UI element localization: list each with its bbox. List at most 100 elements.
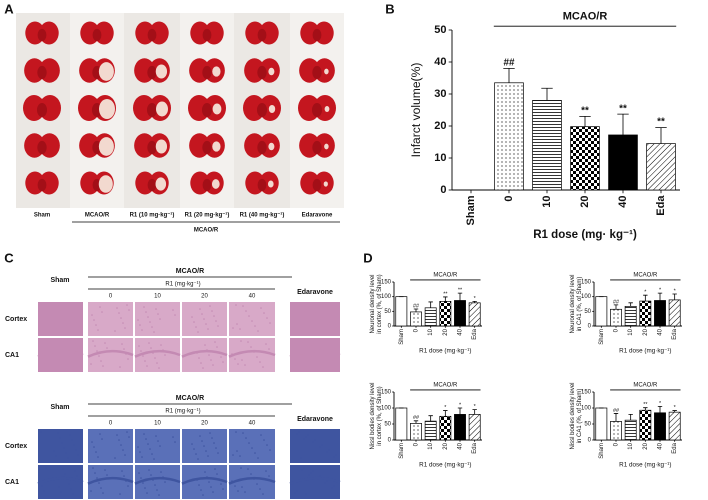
- infarct: [212, 103, 222, 115]
- significance: **: [443, 291, 448, 297]
- infarct: [99, 99, 115, 119]
- cell: [122, 322, 124, 324]
- cell: [138, 345, 140, 347]
- cell: [198, 357, 200, 359]
- cell: [153, 458, 155, 460]
- ca1-band: [289, 349, 341, 358]
- infarct: [268, 105, 276, 113]
- significance: ##: [504, 58, 515, 69]
- error-bar: [413, 420, 419, 424]
- significance: **: [581, 106, 589, 117]
- cell: [204, 344, 206, 346]
- column-header: Edaravone: [297, 289, 333, 296]
- y-axis-label: Nissl bodies density level: [570, 382, 576, 449]
- cell: [95, 451, 97, 453]
- cell: [265, 343, 267, 345]
- ca1-band: [228, 349, 276, 358]
- significance: *: [459, 402, 462, 408]
- cell: [102, 492, 104, 494]
- row-label: CA1: [5, 352, 19, 359]
- cell: [120, 444, 122, 446]
- cell: [93, 446, 95, 448]
- cell: [333, 358, 335, 360]
- infarct: [324, 106, 330, 112]
- cell: [74, 470, 76, 472]
- cell: [97, 456, 99, 458]
- cell: [239, 455, 241, 457]
- cell: [326, 480, 328, 482]
- bar: [439, 415, 452, 441]
- dose-value: 20: [201, 421, 208, 427]
- cell: [234, 485, 236, 487]
- cell: [140, 477, 142, 479]
- cell: [63, 447, 65, 449]
- significance: *: [474, 296, 477, 302]
- cell: [300, 330, 302, 332]
- cell: [212, 491, 214, 493]
- x-tick-label: 40: [658, 442, 664, 449]
- brain-core: [202, 178, 212, 192]
- cell: [262, 493, 264, 495]
- cell: [242, 432, 244, 434]
- micrograph: [38, 429, 83, 463]
- cell: [43, 490, 45, 492]
- cell: [210, 486, 212, 488]
- cell: [140, 350, 142, 352]
- cell: [74, 343, 76, 345]
- y-axis-label: in cortex (%, of Sham): [377, 274, 383, 333]
- y-tick-label: 100: [581, 406, 592, 412]
- cell: [138, 472, 140, 474]
- brain-core: [202, 103, 212, 117]
- error-bar: [413, 308, 419, 312]
- cell: [335, 327, 337, 329]
- brain-core: [257, 140, 267, 155]
- cell: [119, 493, 121, 495]
- cell: [64, 473, 66, 475]
- cell: [97, 329, 99, 331]
- ca1-band: [37, 349, 84, 358]
- brain-core: [202, 65, 212, 80]
- cell: [312, 470, 314, 472]
- y-tick-label: 100: [381, 406, 392, 412]
- significance: **: [643, 402, 648, 408]
- cell: [197, 331, 199, 333]
- cell: [319, 348, 321, 350]
- cell: [99, 433, 101, 435]
- cell: [294, 492, 296, 494]
- cell: [203, 318, 205, 320]
- group-label: MCAO/R: [433, 382, 458, 388]
- cell: [241, 486, 243, 488]
- cell: [263, 312, 265, 314]
- error-bar: [541, 87, 553, 101]
- cell: [160, 471, 162, 473]
- cell: [248, 315, 250, 317]
- cell: [65, 325, 67, 327]
- cell: [197, 458, 199, 460]
- column-header: Sham: [50, 277, 69, 284]
- cell: [303, 438, 305, 440]
- bar: [608, 134, 638, 191]
- significance: *: [674, 288, 677, 294]
- cell: [331, 360, 333, 362]
- micrograph: [290, 429, 340, 463]
- cell: [118, 312, 120, 314]
- brain-core: [147, 178, 157, 192]
- cell: [155, 435, 157, 437]
- cell: [92, 340, 94, 342]
- y-tick-label: 0: [388, 438, 392, 444]
- x-axis-label: R1 dose (mg·kg⁻¹): [619, 347, 671, 354]
- x-axis-label: R1 dose (mg· kg⁻¹): [533, 229, 637, 241]
- cell: [215, 320, 217, 322]
- cell: [216, 346, 218, 348]
- cell: [200, 489, 202, 491]
- cell: [328, 449, 330, 451]
- cell: [235, 304, 237, 306]
- cell: [57, 432, 59, 434]
- cell: [232, 454, 234, 456]
- panel-letter: D: [363, 250, 372, 265]
- cell: [57, 305, 59, 307]
- brain-core: [312, 65, 322, 80]
- x-tick-label: 10: [428, 328, 434, 335]
- brain-core: [312, 140, 322, 155]
- cell: [155, 308, 157, 310]
